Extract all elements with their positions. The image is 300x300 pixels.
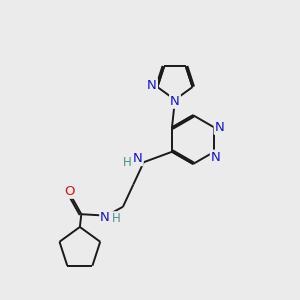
Text: H: H [112,212,121,225]
Text: N: N [133,152,143,165]
Text: N: N [211,151,220,164]
Text: N: N [147,79,157,92]
Text: N: N [215,121,224,134]
Text: O: O [64,185,75,198]
Text: H: H [123,156,132,169]
Text: N: N [170,95,180,108]
Text: N: N [100,211,110,224]
